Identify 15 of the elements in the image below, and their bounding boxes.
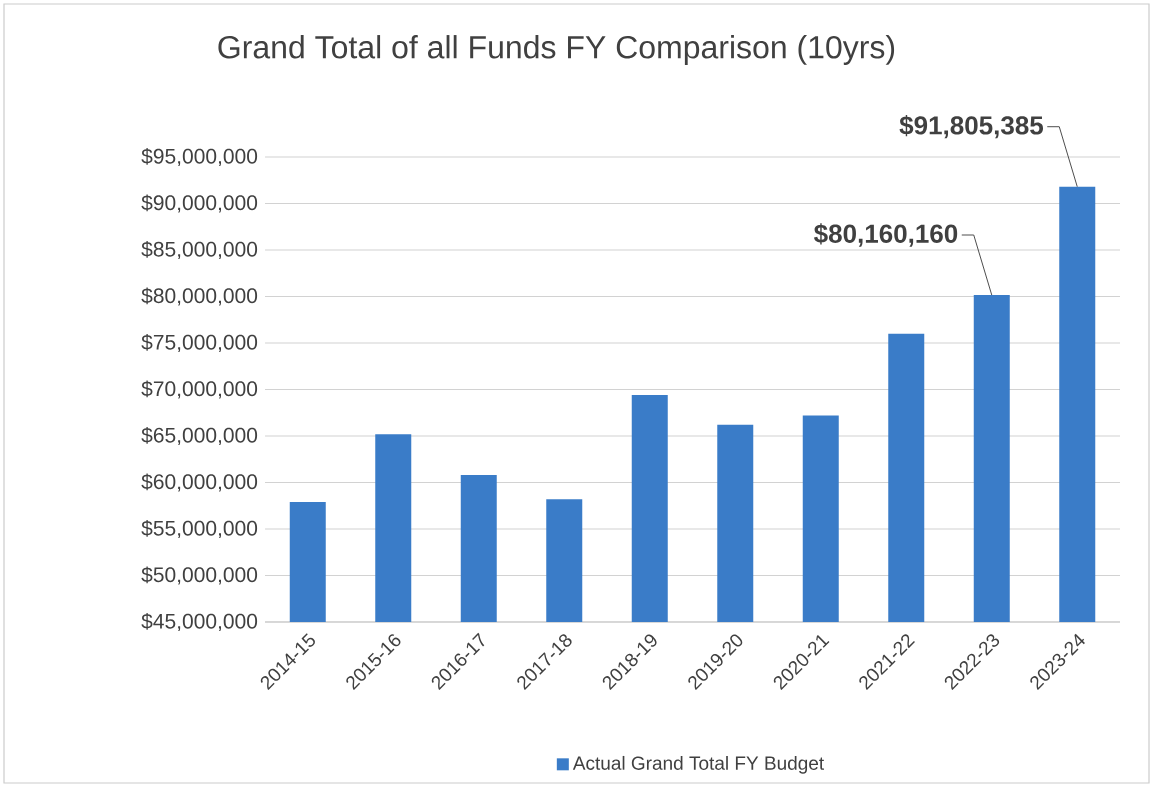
y-tick-label: $85,000,000 [141, 240, 258, 260]
y-tick-label: $55,000,000 [141, 519, 258, 539]
data-label: $80,160,160 [814, 223, 958, 247]
y-tick-label: $60,000,000 [141, 473, 258, 492]
y-tick-label: $45,000,000 [141, 612, 258, 632]
y-tick-label: $95,000,000 [141, 147, 258, 167]
y-tick-label: $75,000,000 [141, 333, 258, 353]
legend-label: Actual Grand Total FY Budget [572, 755, 825, 774]
data-label: $91,805,385 [899, 115, 1044, 139]
y-tick-label: $70,000,000 [141, 380, 258, 399]
chart-title: Grand Total of all Funds FY Comparison (10yrs) [218, 35, 895, 65]
y-tick-label: $90,000,000 [141, 194, 258, 213]
y-tick-label: $65,000,000 [141, 426, 258, 446]
y-tick-label: $80,000,000 [141, 287, 258, 306]
y-tick-label: $50,000,000 [141, 566, 258, 585]
